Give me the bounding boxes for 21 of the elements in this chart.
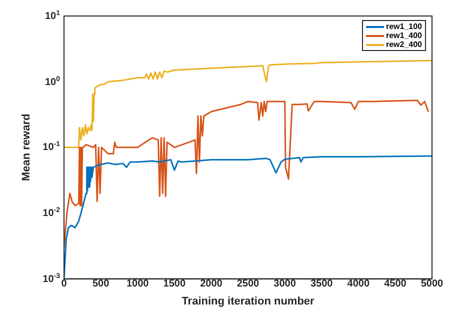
y-tick-label: 10$^{-1}$ [42, 141, 60, 154]
x-tick-label: 1000 [126, 278, 150, 290]
x-tick-label: 4500 [384, 278, 407, 290]
x-tick-label: 500 [92, 278, 110, 290]
y-tick-label: 10$^{-2}$ [42, 207, 60, 222]
x-tick-label: 5000 [420, 278, 444, 290]
x-tick-label: 3000 [274, 278, 296, 290]
y-tick-label: 10$^{1}$ [44, 10, 60, 24]
x-tick-label: 2500 [236, 278, 260, 290]
x-tick-label: 4000 [347, 278, 370, 290]
x-tick-label: 1500 [163, 278, 186, 290]
x-tick-label: 0 [61, 278, 68, 290]
x-tick-label: 2000 [200, 278, 223, 290]
legend-label: rew1_400 [386, 31, 422, 40]
y-tick-label: 10$^{-3}$ [42, 272, 60, 287]
y-axis-title: Mean reward [20, 114, 33, 182]
x-tick-label: 3500 [310, 278, 334, 290]
legend-label: rew1_100 [386, 22, 422, 31]
x-axis-title: Training iteration number [182, 295, 316, 308]
legend-label: rew2_400 [386, 40, 422, 49]
y-tick-label: 10$^{0}$ [44, 76, 60, 90]
